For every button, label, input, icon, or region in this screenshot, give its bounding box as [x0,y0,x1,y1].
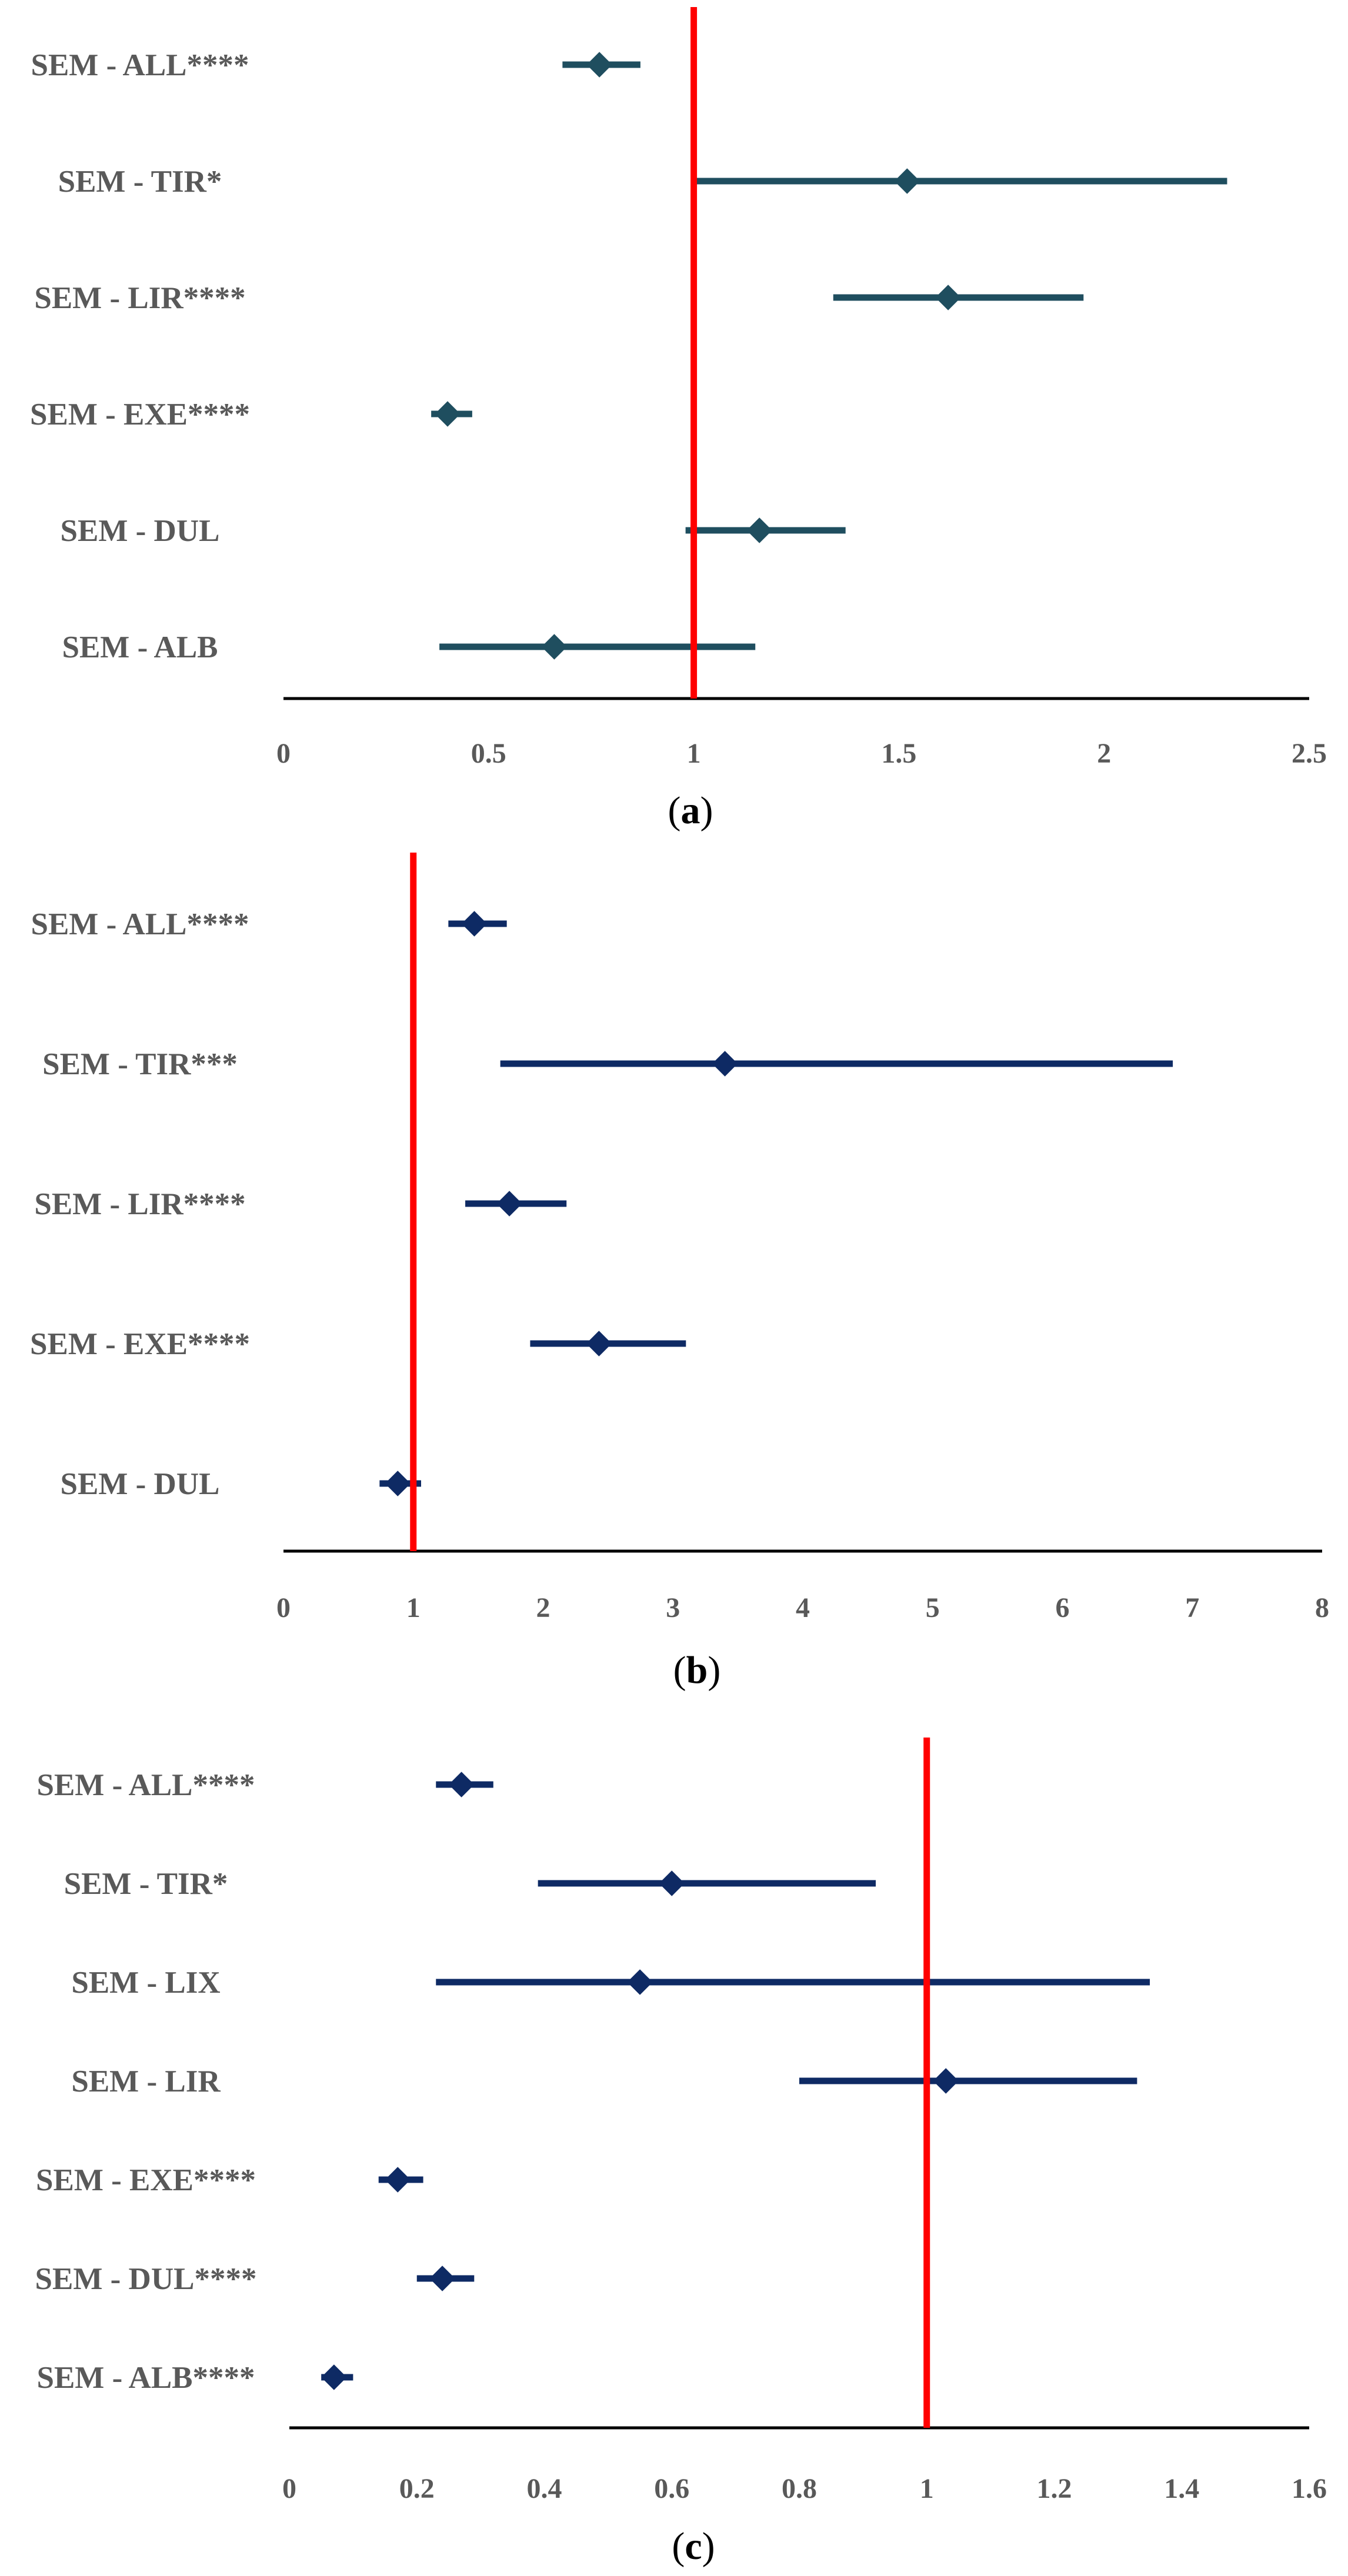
caption-close: ) [708,1649,720,1692]
point-estimate-diamond [933,2068,959,2094]
row-label: SEM - EXE**** [30,397,250,432]
row-4: SEM - EXE**** [30,397,472,432]
panel-a: 0 0.5 1 1.5 2 2.5 SEM - ALL**** SEM - TIR* SEM -… [30,7,1327,832]
row-7: SEM - ALB**** [36,2361,353,2395]
x-tick-label: 1.6 [1292,2473,1327,2504]
point-estimate-diamond [712,1051,738,1077]
x-tick-label: 0.8 [782,2473,817,2504]
x-tick-label: 1 [406,1592,421,1623]
x-tick-label: 0.2 [399,2473,435,2504]
row-6: SEM - DUL**** [35,2262,475,2296]
row-label: SEM - ALB**** [36,2361,255,2395]
x-tick-label: 7 [1185,1592,1199,1623]
row-label: SEM - LIX [71,1966,220,2000]
row-1: SEM - ALL**** [31,48,640,82]
row-5: SEM - EXE**** [36,2163,423,2197]
point-estimate-diamond [385,1471,411,1496]
caption-close: ) [702,2525,715,2568]
row-label: SEM - TIR* [64,1867,228,1901]
panel-caption: (b) [673,1649,721,1692]
row-4: SEM - LIR [71,2064,1137,2099]
x-tick-label: 2 [1097,738,1111,769]
point-estimate-diamond [435,401,461,427]
row-4: SEM - EXE**** [30,1327,686,1361]
x-tick-label: 5 [926,1592,940,1623]
point-estimate-diamond [659,1870,685,1896]
panel-b: 0 1 2 3 4 5 6 7 8 SEM - ALL**** SEM - TIR*** SEM - … [30,853,1329,1692]
row-2: SEM - TIR* [64,1867,876,1901]
row-label: SEM - TIR*** [42,1047,238,1081]
panel-caption: (a) [668,789,713,832]
row-label: SEM - DUL**** [35,2262,257,2296]
row-5: SEM - DUL [61,514,846,548]
caption-letter: c [685,2525,702,2568]
panel-c: 0 0.2 0.4 0.6 0.8 1 1.2 1.4 1.6 SEM - ALL**** SEM … [35,1738,1327,2568]
x-tick-label: 1 [687,738,701,769]
x-tick-label: 1.2 [1037,2473,1072,2504]
row-label: SEM - LIR**** [34,281,245,315]
point-estimate-diamond [429,2266,455,2291]
point-estimate-diamond [746,517,772,543]
x-tick-label: 6 [1056,1592,1070,1623]
point-estimate-diamond [894,168,920,194]
row-label: SEM - ALL**** [31,48,249,82]
row-label: SEM - DUL [61,514,220,548]
x-tick-label: 3 [666,1592,680,1623]
x-tick-label: 2.5 [1292,738,1327,769]
x-tick-label: 0 [276,1592,291,1623]
row-1: SEM - ALL**** [31,907,507,941]
point-estimate-diamond [496,1191,522,1217]
row-label: SEM - EXE**** [36,2163,256,2197]
point-estimate-diamond [586,1331,612,1357]
x-tick-label: 0 [282,2473,296,2504]
caption-open: ( [673,1649,686,1692]
point-estimate-diamond [541,634,568,660]
caption-open: ( [672,2525,685,2568]
row-label: SEM - ALL**** [36,1768,255,1802]
x-tick-label: 0.4 [527,2473,562,2504]
x-tick-label: 0 [276,738,291,769]
row-3: SEM - LIX [71,1966,1150,2000]
row-label: SEM - ALL**** [31,907,249,941]
x-tick-label: 8 [1315,1592,1329,1623]
point-estimate-diamond [385,2167,411,2193]
row-label: SEM - EXE**** [30,1327,250,1361]
row-label: SEM - LIR**** [34,1187,245,1221]
x-tick-label: 1.4 [1164,2473,1199,2504]
row-6: SEM - ALB [62,630,756,664]
row-label: SEM - LIR [71,2064,221,2099]
x-tick-label: 0.6 [654,2473,689,2504]
point-estimate-diamond [448,1772,475,1797]
row-3: SEM - LIR**** [34,281,1084,315]
row-label: SEM - TIR* [58,165,222,199]
row-2: SEM - TIR*** [42,1047,1173,1081]
x-tick-label: 4 [796,1592,810,1623]
panel-caption: (c) [672,2525,715,2568]
x-tick-label: 1.5 [881,738,916,769]
point-estimate-diamond [935,285,961,310]
x-tick-label: 2 [536,1592,550,1623]
point-estimate-diamond [586,52,612,78]
row-3: SEM - LIR**** [34,1187,567,1221]
row-1: SEM - ALL**** [36,1768,493,1802]
caption-letter: a [681,789,700,832]
row-2: SEM - TIR* [58,165,1227,199]
point-estimate-diamond [461,911,488,937]
point-estimate-diamond [321,2364,347,2390]
row-label: SEM - DUL [61,1467,220,1501]
x-tick-label: 1 [920,2473,934,2504]
x-tick-label: 0.5 [471,738,506,769]
row-5: SEM - DUL [61,1467,421,1501]
row-label: SEM - ALB [62,630,218,664]
caption-letter: b [686,1649,708,1692]
caption-close: ) [700,789,713,832]
point-estimate-diamond [627,1969,653,1995]
caption-open: ( [668,789,681,832]
